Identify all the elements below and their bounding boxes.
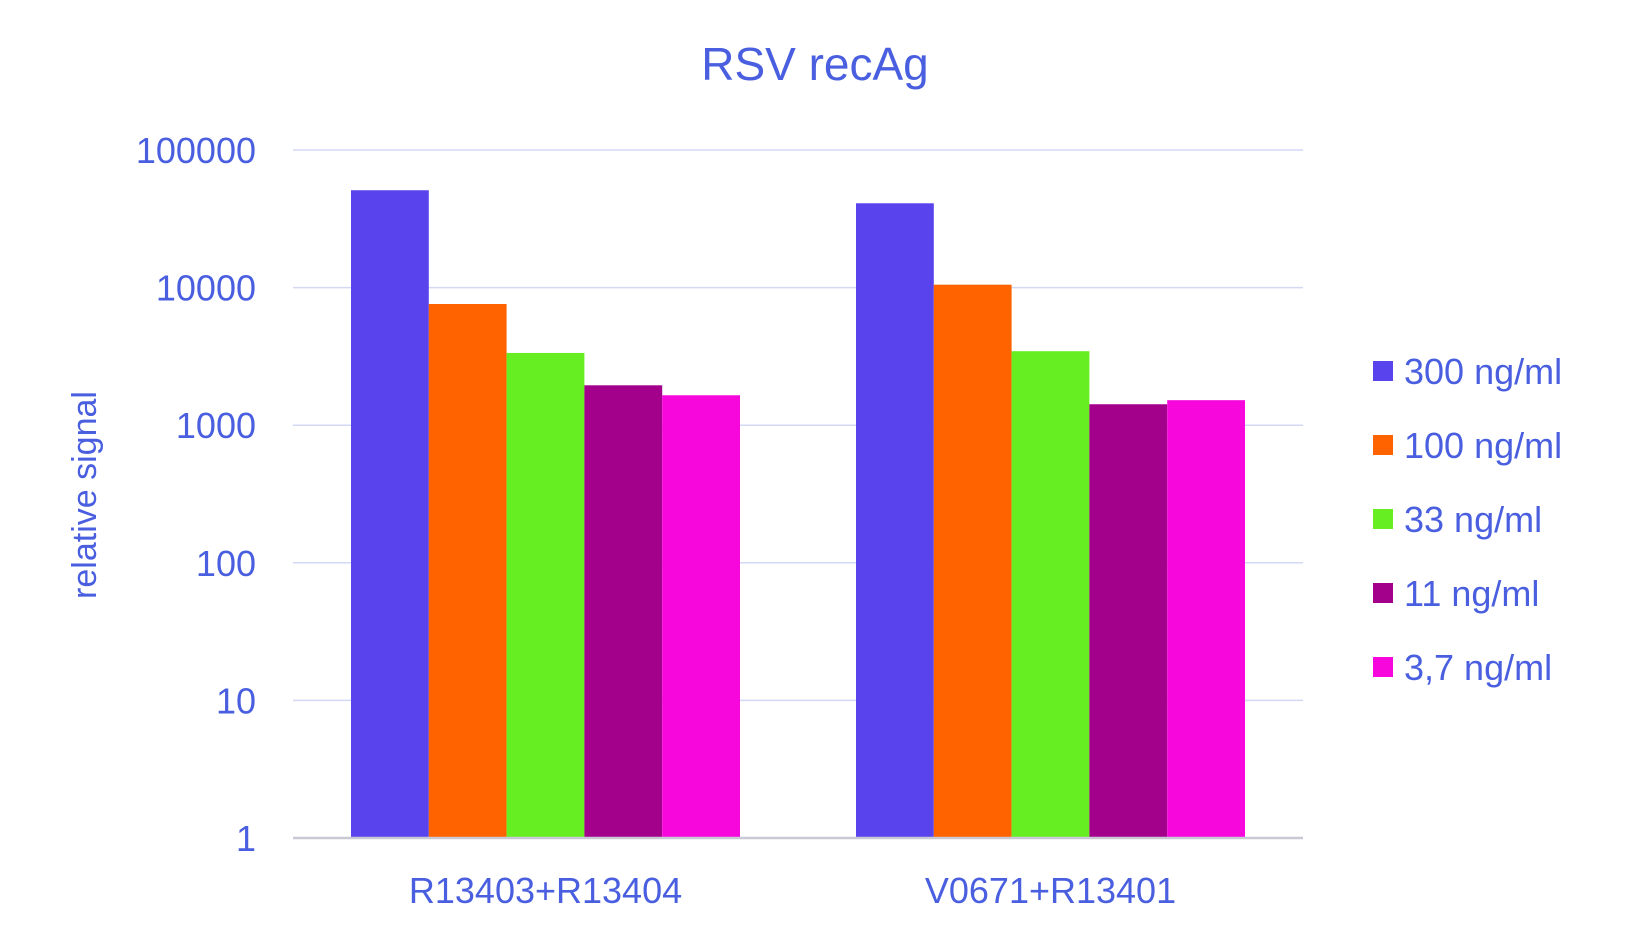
legend-swatch — [1373, 583, 1393, 603]
legend: 300 ng/ml 100 ng/ml 33 ng/ml 11 ng/ml 3,7 ng… — [1373, 351, 1562, 688]
legend-label: 33 ng/ml — [1404, 499, 1542, 540]
x-tick-label: R13403+R13404 — [409, 870, 682, 911]
legend-label: 100 ng/ml — [1404, 425, 1562, 466]
bar — [1089, 404, 1168, 838]
bars — [351, 190, 1245, 839]
y-tick-label: 100000 — [136, 130, 256, 171]
y-tick-label: 10 — [216, 680, 256, 721]
bar — [933, 284, 1012, 839]
bar — [351, 190, 429, 838]
bar — [506, 352, 585, 838]
legend-label: 11 ng/ml — [1404, 573, 1539, 614]
bar — [662, 395, 740, 838]
y-tick-label: 1 — [236, 818, 256, 859]
bar — [856, 203, 934, 838]
legend-swatch — [1373, 657, 1393, 677]
legend-label: 300 ng/ml — [1404, 351, 1562, 392]
legend-swatch — [1373, 435, 1393, 455]
x-tick-label: V0671+R13401 — [925, 870, 1176, 911]
chart-title: RSV recAg — [701, 38, 929, 90]
legend-swatch — [1373, 509, 1393, 529]
x-tick-labels: R13403+R13404 V0671+R13401 — [409, 870, 1176, 911]
bar — [1011, 351, 1090, 838]
bar — [1167, 400, 1245, 838]
legend-label: 3,7 ng/ml — [1404, 647, 1552, 688]
legend-swatch — [1373, 361, 1393, 381]
y-tick-labels: 1 10 100 1000 10000 100000 — [136, 130, 256, 859]
y-tick-label: 1000 — [176, 405, 256, 446]
y-tick-label: 100 — [196, 543, 256, 584]
y-tick-label: 10000 — [156, 268, 256, 309]
y-axis-label: relative signal — [66, 391, 104, 599]
bar — [584, 385, 663, 838]
bar — [428, 304, 507, 838]
